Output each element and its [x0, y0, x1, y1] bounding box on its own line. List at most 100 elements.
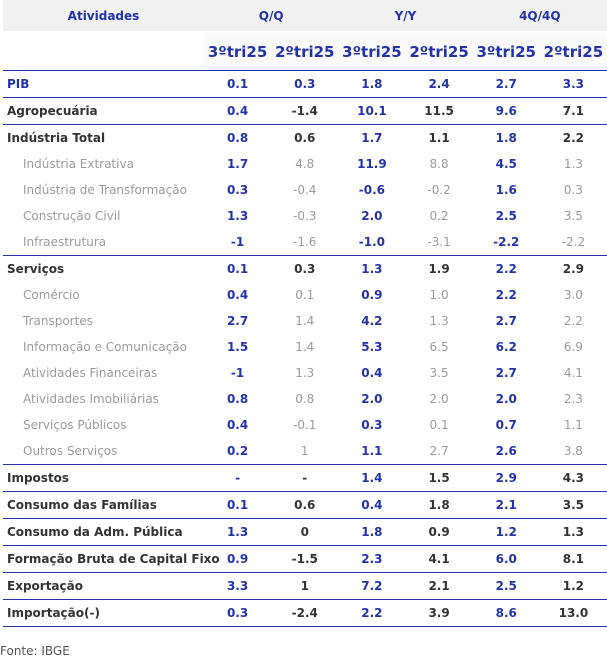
- previous-quarter-value: 13.0: [539, 599, 607, 627]
- previous-quarter-value: 3.8: [563, 444, 583, 458]
- table-row: Indústria Total 0.8 0.6 1.7 1.1 1.8 2.2: [3, 124, 607, 151]
- current-quarter-value: 9.6: [472, 97, 540, 125]
- current-quarter-value: 3.3: [204, 572, 272, 600]
- previous-quarter-value: -1.6: [293, 235, 317, 249]
- period-header: 3ºtri25: [204, 32, 272, 71]
- activity-label: Serviços Públicos: [23, 418, 127, 432]
- previous-quarter-value: 1.4: [295, 314, 315, 328]
- table-body: PIB 0.1 0.3 1.8 2.4 2.7 3.3 Agropecuária 0.4 -1.4…: [3, 70, 607, 627]
- period-header: 3ºtri25: [338, 32, 406, 71]
- current-quarter-value: 0.4: [226, 288, 249, 302]
- previous-quarter-value: 1.3: [295, 366, 315, 380]
- previous-quarter-value: 1.1: [563, 418, 583, 432]
- table-row: Agropecuária 0.4 -1.4 10.1 11.5 9.6 7.1: [3, 97, 607, 125]
- current-quarter-value: 0.3: [226, 183, 249, 197]
- table-row: Atividades Financeiras -1 1.3 0.4 3.5 2.7 4.1: [3, 360, 607, 386]
- previous-quarter-value: 3.5: [539, 491, 607, 519]
- previous-quarter-value: 0.1: [429, 418, 449, 432]
- activity-label: Atividades Financeiras: [23, 366, 158, 380]
- current-quarter-value: 0.4: [338, 491, 406, 519]
- previous-quarter-value: -1.5: [271, 545, 339, 573]
- table-row: Importação(-) 0.3 -2.4 2.2 3.9 8.6 13.0: [3, 599, 607, 627]
- previous-quarter-value: 0.3: [563, 183, 583, 197]
- previous-quarter-value: -0.2: [427, 183, 451, 197]
- current-quarter-value: -1: [230, 235, 245, 249]
- previous-quarter-value: 11.5: [405, 97, 473, 125]
- current-quarter-value: 0.4: [204, 97, 272, 125]
- current-quarter-value: 2.1: [472, 491, 540, 519]
- current-quarter-value: 0.2: [226, 444, 249, 458]
- group-header-4q4q: 4Q/4Q: [472, 0, 607, 33]
- previous-quarter-value: 2.7: [429, 444, 449, 458]
- period-header: 2ºtri25: [405, 32, 473, 71]
- activities-column-header: Atividades: [3, 0, 204, 33]
- current-quarter-value: 0.1: [204, 491, 272, 519]
- table-row: Indústria Extrativa 1.7 4.8 11.9 8.8 4.5 1.3: [3, 151, 607, 177]
- previous-quarter-value: 1.4: [295, 340, 315, 354]
- current-quarter-value: 7.2: [338, 572, 406, 600]
- current-quarter-value: 2.2: [338, 599, 406, 627]
- previous-quarter-value: -3.1: [427, 235, 451, 249]
- previous-quarter-value: 0.2: [429, 209, 449, 223]
- previous-quarter-value: 0.9: [405, 518, 473, 546]
- previous-quarter-value: 2.1: [405, 572, 473, 600]
- table-row: Impostos - -1.4 1.5 2.9 4.3: [3, 464, 607, 492]
- previous-quarter-value: 1.3: [539, 518, 607, 546]
- previous-quarter-value: 1.5: [405, 464, 473, 492]
- current-quarter-value: 1.8: [338, 70, 406, 98]
- previous-quarter-value: 1: [300, 444, 309, 458]
- current-quarter-value: 0.8: [204, 124, 272, 151]
- previous-quarter-value: 1.8: [405, 491, 473, 519]
- previous-quarter-value: 6.9: [563, 340, 583, 354]
- activity-label: Atividades Imobiliárias: [23, 392, 159, 406]
- current-quarter-value: 0.1: [204, 255, 272, 282]
- period-header: 2ºtri25: [271, 32, 339, 71]
- current-quarter-value: 1.6: [495, 183, 517, 197]
- previous-quarter-value: 3.9: [405, 599, 473, 627]
- current-quarter-value: 1.4: [338, 464, 406, 492]
- table-row: Transportes 2.7 1.4 4.2 1.3 2.7 2.2: [3, 308, 607, 334]
- current-quarter-value: 6.2: [495, 340, 517, 354]
- previous-quarter-value: 2.3: [563, 392, 583, 406]
- previous-quarter-value: 7.1: [539, 97, 607, 125]
- current-quarter-value: 6.0: [472, 545, 540, 573]
- current-quarter-value: 1.7: [338, 124, 406, 151]
- current-quarter-value: 8.6: [472, 599, 540, 627]
- current-quarter-value: 0.3: [361, 418, 383, 432]
- current-quarter-value: 0.9: [361, 288, 383, 302]
- current-quarter-value: 2.2: [495, 288, 517, 302]
- activity-label: Agropecuária: [3, 97, 204, 125]
- activity-label: Outros Serviços: [23, 444, 118, 458]
- previous-quarter-value: 1.0: [429, 288, 449, 302]
- previous-quarter-value: 0.3: [271, 70, 339, 98]
- previous-quarter-value: 0: [271, 518, 339, 546]
- current-quarter-value: 0.8: [226, 392, 249, 406]
- activity-label: Serviços: [3, 255, 204, 282]
- table-row: Outros Serviços 0.2 1 1.1 2.7 2.6 3.8: [3, 438, 607, 465]
- table-row: Serviços Públicos 0.4 -0.1 0.3 0.1 0.7 1.1: [3, 412, 607, 438]
- current-quarter-value: 1.8: [338, 518, 406, 546]
- previous-quarter-value: 0.8: [295, 392, 315, 406]
- table-row: Indústria de Transformação 0.3 -0.4 -0.6 -0.…: [3, 177, 607, 203]
- previous-quarter-value: 3.5: [563, 209, 583, 223]
- previous-quarter-value: 4.1: [405, 545, 473, 573]
- previous-quarter-value: 0.6: [271, 124, 339, 151]
- current-quarter-value: 1.3: [204, 518, 272, 546]
- group-header-row: Atividades Q/Q Y/Y 4Q/4Q: [3, 0, 607, 33]
- table-row: Informação e Comunicação 1.5 1.4 5.3 6.5 6.2 6…: [3, 334, 607, 360]
- previous-quarter-value: 1.9: [405, 255, 473, 282]
- current-quarter-value: -: [204, 464, 272, 492]
- source-note: Fonte: IBGE: [0, 644, 70, 658]
- previous-quarter-value: -1.4: [271, 97, 339, 125]
- group-header-qq: Q/Q: [204, 0, 339, 33]
- current-quarter-value: -1: [230, 366, 245, 380]
- current-quarter-value: 10.1: [338, 97, 406, 125]
- current-quarter-value: 2.7: [226, 314, 249, 328]
- current-quarter-value: 1.1: [361, 444, 383, 458]
- activity-label: Infraestrutura: [23, 235, 107, 249]
- current-quarter-value: 0.4: [361, 366, 383, 380]
- current-quarter-value: 2.0: [495, 392, 517, 406]
- activity-label: Informação e Comunicação: [23, 340, 187, 354]
- previous-quarter-value: -: [271, 464, 339, 492]
